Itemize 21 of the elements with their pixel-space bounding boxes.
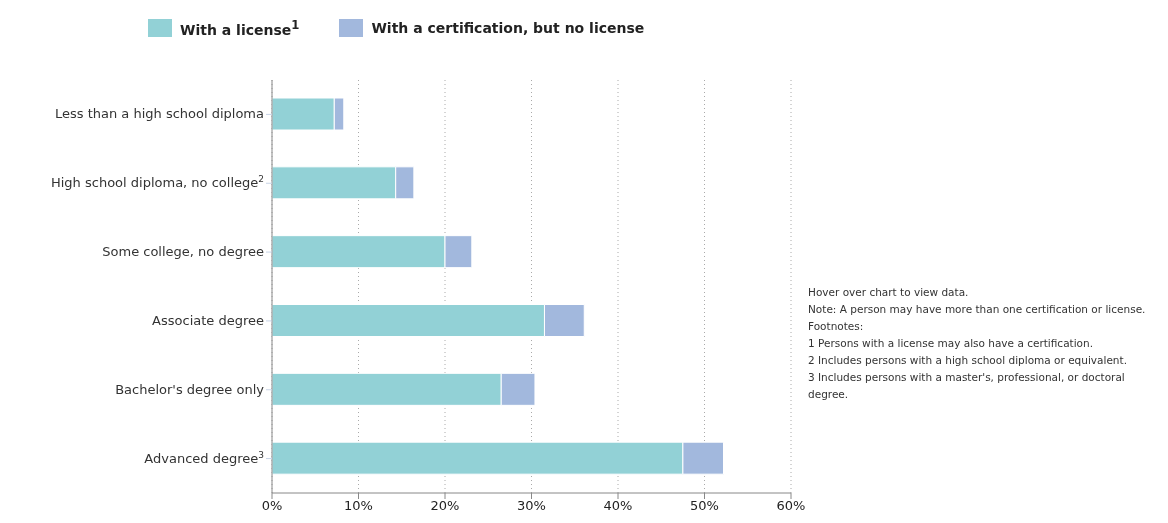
text: Footnotes: [808, 319, 865, 334]
y-tick-label: Advanced degree$^{3}$ [144, 449, 264, 466]
y-tick-label: High school diploma, no college$^{2}$ [50, 174, 264, 191]
y-tick-label: Associate degree [152, 312, 264, 328]
x-tick-label: 40% [603, 498, 633, 514]
legend-label: With a license$^{1}$ [180, 18, 300, 38]
text: 3 Includes persons with a master's, professional, or doctoral degree. [808, 370, 1126, 402]
text: Hover over chart to view data. [808, 285, 970, 300]
legend-label: With a certification, but no license [371, 19, 645, 36]
x-tick-label: 50% [690, 498, 719, 514]
x-tick-label: 60% [776, 498, 806, 514]
text: Note: A person may have more than one certification or license. [808, 302, 1147, 317]
text: 1 Persons with a license may also have a certification. [808, 336, 1094, 351]
text: 2 Includes persons with a high school diploma or equivalent. [808, 353, 1128, 368]
x-tick-label: 0% [261, 498, 283, 514]
x-tick-label: 10% [344, 498, 373, 514]
y-tick-label: Less than a high school diploma [54, 106, 264, 122]
x-tick-label: 30% [517, 498, 546, 514]
y-tick-label: Some college, no degree [102, 244, 264, 260]
y-tick-label: Bachelor's degree only [115, 381, 265, 397]
x-tick-label: 20% [430, 498, 460, 514]
